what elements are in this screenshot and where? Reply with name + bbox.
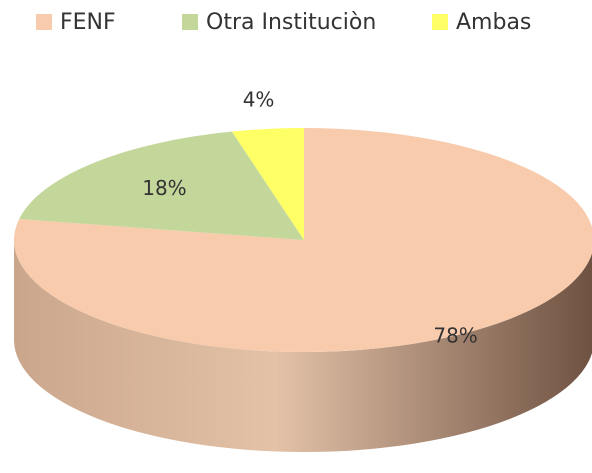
pie-side [14, 240, 592, 452]
pie-slice [231, 128, 304, 240]
legend-swatch [432, 14, 448, 30]
legend-swatch [182, 14, 198, 30]
legend-label: Otra Instituciòn [206, 10, 376, 35]
legend-label: Ambas [456, 10, 531, 35]
pie-slice [19, 131, 305, 240]
data-label: 4% [243, 88, 275, 112]
data-label: 18% [142, 176, 186, 200]
pie-slice [14, 128, 592, 352]
data-label: 78% [433, 323, 477, 347]
legend-swatch [36, 14, 52, 30]
legend-label: FENF [60, 10, 116, 35]
